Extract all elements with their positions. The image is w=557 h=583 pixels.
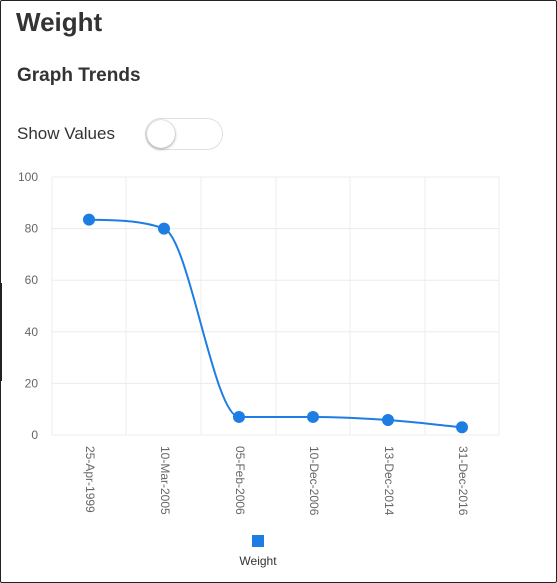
y-tick-label: 0 — [31, 428, 38, 442]
x-tick-label: 05-Feb-2006 — [233, 446, 247, 515]
x-tick-label: 31-Dec-2016 — [456, 446, 470, 516]
x-tick-label: 13-Dec-2014 — [382, 446, 396, 516]
toggle-knob[interactable] — [147, 120, 175, 148]
y-tick-label: 20 — [25, 376, 39, 390]
data-point[interactable] — [158, 222, 170, 235]
scroll-indicator — [0, 283, 2, 381]
data-point[interactable] — [307, 410, 319, 423]
data-point[interactable] — [83, 213, 95, 226]
data-point[interactable] — [456, 421, 468, 434]
y-tick-label: 100 — [18, 170, 38, 184]
legend-label: Weight — [239, 554, 277, 568]
y-tick-label: 60 — [25, 273, 39, 287]
data-point[interactable] — [382, 414, 394, 427]
y-tick-label: 80 — [25, 222, 39, 236]
section-title: Graph Trends — [17, 65, 141, 86]
data-point[interactable] — [233, 410, 245, 423]
x-tick-label: 25-Apr-1999 — [83, 446, 97, 513]
x-tick-label: 10-Mar-2005 — [158, 446, 172, 515]
x-tick-label: 10-Dec-2006 — [307, 446, 321, 516]
y-tick-label: 40 — [25, 325, 39, 339]
show-values-toggle[interactable] — [145, 118, 223, 150]
show-values-label: Show Values — [17, 124, 115, 143]
page-title: Weight — [16, 7, 103, 37]
legend-swatch — [252, 535, 264, 547]
